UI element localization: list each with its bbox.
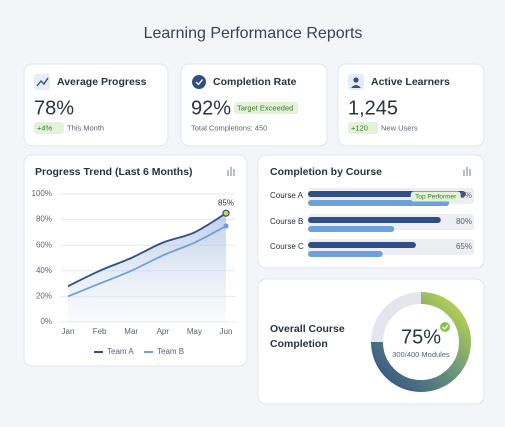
card-note: Total Completions: 450	[191, 123, 267, 132]
area	[68, 213, 226, 322]
x-tick-label: Jun	[220, 327, 233, 336]
category-label: Course B	[270, 217, 303, 226]
x-tick-label: Apr	[157, 327, 170, 336]
legend-label: Team A	[107, 347, 134, 356]
donut-value: 75%	[401, 326, 441, 348]
data-label: 85%	[218, 198, 234, 207]
card-value: 78%	[34, 97, 74, 119]
donut-note: 300/400 Modules	[392, 350, 450, 359]
card-value: 92%	[191, 97, 231, 119]
x-tick-label: May	[187, 327, 202, 336]
data-label: 80%	[456, 217, 472, 226]
y-tick-label: 100%	[32, 189, 52, 198]
x-tick-label: Feb	[93, 327, 107, 336]
chart-title: Completion by Course	[270, 166, 382, 178]
badge	[34, 122, 64, 134]
bar	[308, 242, 416, 248]
data-label: 65%	[456, 242, 472, 251]
card-title: Active Learners	[371, 76, 450, 88]
icon	[192, 75, 206, 89]
line	[67, 225, 227, 298]
card-title: Average Progress	[57, 76, 147, 88]
badge	[348, 122, 378, 134]
legend-label: Team B	[157, 347, 184, 356]
icon	[351, 85, 361, 88]
line	[67, 212, 227, 287]
chart-title: Overall Course Completion	[270, 323, 345, 350]
annotation: Top Performer	[415, 194, 457, 201]
check-badge	[440, 322, 450, 332]
y-tick-label: 80%	[36, 215, 52, 224]
bar	[308, 226, 395, 232]
end-point	[223, 223, 229, 229]
icon	[195, 79, 204, 86]
x-tick-label: Jan	[62, 327, 75, 336]
badge-text: Target Exceeded	[237, 103, 293, 112]
bar	[308, 251, 383, 257]
x-tick-label: Mar	[124, 327, 138, 336]
badge	[410, 191, 461, 202]
card	[257, 278, 485, 405]
chart-title: Progress Trend (Last 6 Months)	[35, 166, 193, 178]
category-label: Course A	[270, 191, 304, 200]
badge-text: +120	[351, 123, 368, 132]
badge	[234, 102, 298, 114]
y-tick-label: 20%	[36, 292, 52, 301]
icon	[36, 77, 49, 87]
ring-value	[371, 292, 471, 392]
page-title: Learning Performance Reports	[144, 25, 363, 42]
category-label: Course C	[270, 242, 304, 251]
card-value: 1,245	[348, 97, 398, 119]
y-tick-label: 40%	[36, 266, 52, 275]
chart-icon	[227, 167, 471, 176]
icon	[353, 77, 359, 83]
data-label: 95%	[456, 191, 472, 200]
bar	[308, 217, 441, 223]
card-note: New Users	[381, 123, 418, 132]
card-title: Completion Rate	[213, 76, 297, 88]
check-mark	[442, 324, 449, 330]
y-tick-label: 0%	[40, 317, 52, 326]
badge-text: +4%	[37, 123, 53, 132]
card-note: This Month	[67, 123, 104, 132]
y-tick-label: 60%	[36, 240, 52, 249]
end-point	[222, 209, 230, 217]
